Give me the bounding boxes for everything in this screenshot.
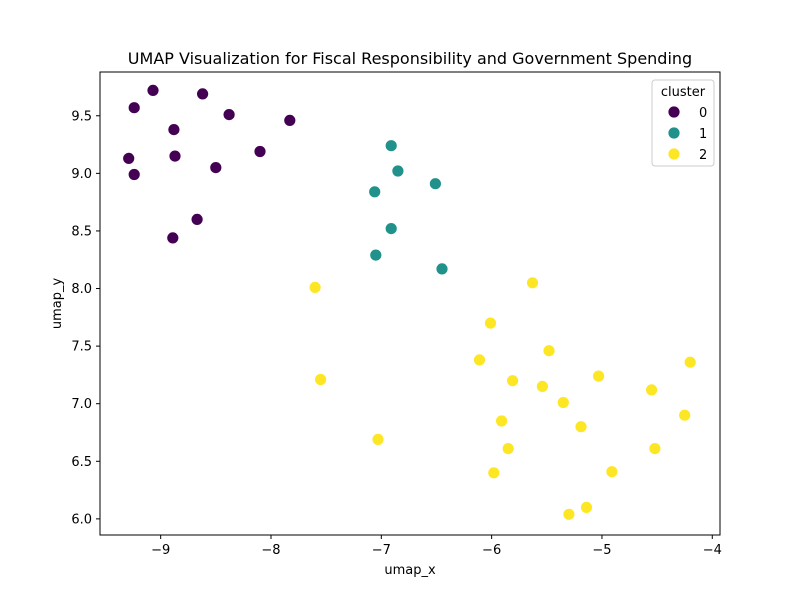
plot-frame [99, 71, 721, 536]
y-tick-label: 9.5 [71, 109, 92, 124]
legend-entries: 0 1 2 [667, 105, 707, 163]
legend-label-0: 0 [699, 106, 707, 121]
point-cluster-2-21 [562, 507, 576, 521]
point-cluster-1-2 [428, 177, 442, 191]
legend-label-2: 2 [699, 148, 707, 163]
point-cluster-1-0 [384, 139, 398, 153]
point-cluster-0-9 [209, 161, 223, 175]
point-cluster-0-8 [122, 151, 136, 165]
legend-marker-0 [667, 105, 681, 119]
point-cluster-2-14 [574, 420, 588, 434]
point-cluster-2-2 [484, 316, 497, 330]
point-cluster-0-10 [127, 168, 141, 181]
x-axis: −9 −8 −7 −6 −5 −4 [151, 535, 722, 558]
point-cluster-2-4 [473, 353, 486, 367]
legend-title: cluster [661, 85, 706, 100]
point-cluster-2-9 [536, 379, 549, 393]
x-tick-label: −8 [261, 543, 280, 558]
point-cluster-0-1 [196, 87, 210, 101]
point-cluster-0-4 [283, 114, 297, 127]
point-cluster-2-7 [506, 374, 519, 388]
points-layer [122, 84, 697, 521]
x-tick-label: −5 [592, 543, 611, 558]
chart-title: UMAP Visualization for Fiscal Responsibi… [128, 49, 692, 68]
legend-label-1: 1 [699, 127, 707, 142]
x-tick-label: −7 [372, 543, 391, 558]
point-cluster-2-17 [648, 442, 662, 456]
y-axis: 6.0 6.5 7.0 7.5 8.0 8.5 9.0 9.5 [71, 109, 100, 527]
legend-marker-2 [667, 147, 681, 161]
x-tick-label: −6 [482, 543, 501, 558]
point-cluster-0-2 [127, 101, 141, 115]
point-cluster-2-1 [526, 276, 539, 290]
point-cluster-2-10 [645, 383, 658, 397]
legend: cluster 0 1 2 [651, 79, 715, 167]
legend-box [651, 79, 715, 167]
point-cluster-2-3 [542, 344, 556, 358]
y-tick-label: 8.5 [71, 224, 92, 239]
point-cluster-1-5 [369, 248, 383, 262]
point-cluster-1-6 [435, 262, 449, 276]
point-cluster-1-1 [391, 164, 405, 178]
point-cluster-0-6 [253, 145, 267, 158]
point-cluster-2-8 [314, 373, 328, 386]
y-tick-label: 8.0 [71, 282, 92, 297]
point-cluster-2-20 [580, 500, 593, 514]
point-cluster-2-0 [308, 280, 322, 294]
point-cluster-0-0 [146, 84, 160, 97]
point-cluster-2-12 [678, 408, 692, 422]
x-axis-label: umap_x [384, 563, 436, 578]
y-tick-label: 7.5 [71, 340, 92, 355]
point-cluster-2-11 [556, 396, 570, 409]
point-cluster-2-19 [487, 466, 501, 480]
x-tick-label: −4 [703, 543, 722, 558]
point-cluster-1-3 [368, 185, 382, 199]
legend-marker-1 [667, 126, 681, 140]
point-cluster-2-15 [371, 432, 385, 446]
y-tick-label: 6.0 [71, 512, 92, 527]
point-cluster-2-5 [683, 355, 697, 369]
point-cluster-0-11 [190, 212, 204, 226]
y-tick-label: 6.5 [71, 455, 92, 470]
point-cluster-2-6 [592, 369, 605, 383]
point-cluster-0-7 [168, 149, 182, 163]
point-cluster-0-5 [167, 123, 181, 137]
point-cluster-2-18 [605, 465, 619, 479]
point-cluster-1-4 [384, 222, 398, 236]
y-tick-label: 9.0 [71, 167, 92, 182]
y-tick-label: 7.0 [71, 397, 92, 412]
point-cluster-2-13 [495, 414, 509, 428]
point-cluster-0-12 [166, 231, 180, 245]
y-axis-label: umap_y [50, 278, 65, 330]
point-cluster-2-16 [501, 442, 515, 456]
point-cluster-0-3 [222, 108, 236, 121]
x-tick-label: −9 [151, 543, 170, 558]
